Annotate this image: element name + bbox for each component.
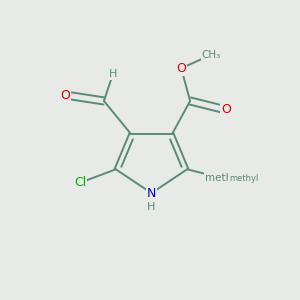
Text: O: O bbox=[60, 88, 70, 101]
Text: H: H bbox=[147, 202, 156, 212]
Text: CH₃: CH₃ bbox=[201, 50, 220, 60]
Text: Cl: Cl bbox=[74, 176, 86, 189]
Text: methyl: methyl bbox=[205, 173, 241, 183]
Text: H: H bbox=[109, 69, 117, 79]
Text: N: N bbox=[147, 187, 156, 200]
Text: O: O bbox=[221, 103, 231, 116]
Text: methyl: methyl bbox=[229, 174, 258, 183]
Text: O: O bbox=[176, 62, 186, 75]
